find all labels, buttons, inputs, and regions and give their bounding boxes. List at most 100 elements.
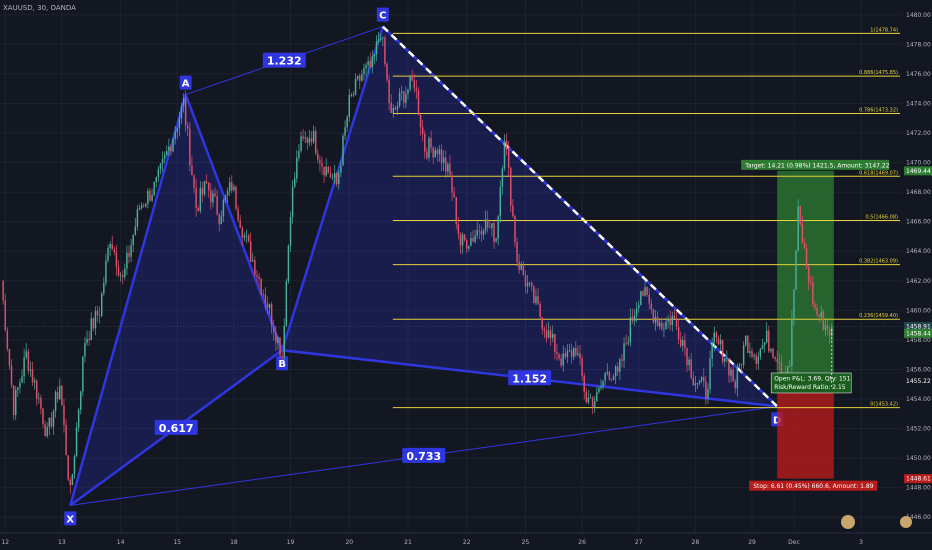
candle-body — [677, 326, 680, 340]
candle-body — [163, 154, 166, 159]
candle-body — [447, 163, 449, 172]
ratio-badge — [402, 447, 446, 463]
candle-body — [168, 146, 170, 152]
candle-body — [50, 417, 53, 427]
x-tick-label: 18 — [230, 539, 238, 546]
candle-body — [528, 282, 531, 284]
candle-body — [40, 397, 42, 409]
candle-body — [369, 60, 371, 68]
candle-body — [319, 159, 321, 164]
candle-body — [600, 386, 602, 389]
candle-body — [572, 347, 575, 357]
candle-body — [159, 163, 162, 169]
candle-body — [300, 136, 302, 152]
candle-body — [193, 175, 195, 188]
candle-body — [799, 206, 801, 224]
candle-body — [826, 325, 829, 330]
candle-body — [734, 380, 736, 389]
candle-body — [14, 389, 17, 416]
candle-body — [314, 131, 317, 154]
candle-body — [90, 318, 92, 341]
candle-body — [692, 377, 695, 386]
candle-body — [505, 140, 508, 150]
candle-body — [715, 332, 718, 338]
candle-body — [348, 95, 350, 118]
y-axis[interactable]: 1446.00 1448.00 1450.00 1452.00 1454.00 1456.… — [904, 0, 932, 532]
candle-body — [566, 351, 569, 358]
candle-body — [335, 173, 338, 185]
candle-body — [86, 338, 88, 343]
y-tick-label: 1458.00 — [906, 337, 931, 344]
candle-body — [121, 275, 124, 278]
candle-body — [778, 361, 781, 364]
y-tick-label: 1454.00 — [906, 396, 931, 403]
candle-body — [591, 397, 594, 407]
candle-body — [707, 388, 709, 399]
candle-body — [455, 197, 457, 224]
ratio-label: 1.232 — [267, 55, 302, 68]
y-tick-label: 1478.00 — [906, 41, 931, 48]
candle-body — [549, 330, 552, 339]
candle-body — [291, 186, 294, 218]
candle-body — [614, 366, 617, 377]
candle-body — [293, 178, 296, 187]
candle-body — [619, 359, 621, 372]
candle-body — [533, 286, 535, 303]
candle-body — [610, 379, 613, 381]
candle-body — [564, 353, 567, 358]
candle-body — [744, 335, 747, 345]
candle-body — [220, 216, 223, 225]
candle-body — [25, 351, 27, 358]
ratio-label: 0.733 — [406, 450, 441, 463]
candle-body — [524, 275, 527, 287]
point-label-x: X — [66, 514, 74, 525]
candle-body — [325, 166, 327, 176]
candle-body — [400, 91, 403, 93]
candle-body — [696, 383, 699, 384]
candle-body — [451, 175, 453, 193]
candle-body — [205, 181, 208, 183]
candle-body — [753, 355, 755, 357]
candle-body — [810, 282, 812, 284]
position-tool: Target: 14.21 (0.98%) 1421.5, Amount: 31… — [741, 159, 890, 491]
candle-body — [233, 186, 235, 191]
emoji-icon[interactable] — [900, 516, 912, 528]
candle-body — [363, 68, 365, 74]
candle-body — [333, 173, 336, 178]
y-tick-label: 1468.00 — [906, 189, 931, 196]
candle-body — [65, 424, 67, 456]
candle-body — [633, 315, 636, 321]
candle-body — [688, 359, 690, 365]
candle-body — [317, 153, 319, 160]
candle-body — [686, 348, 688, 365]
smiley-icon[interactable] — [841, 515, 855, 529]
candle-body — [149, 190, 151, 201]
y-tick-label: 1448.00 — [906, 485, 931, 492]
candle-body — [275, 332, 277, 343]
candle-body — [266, 303, 269, 309]
candle-body — [713, 332, 715, 343]
candle-body — [679, 339, 682, 346]
ratio-label: 0.617 — [159, 422, 194, 435]
candle-body — [751, 351, 753, 357]
x-axis[interactable]: 12 13 14 15 18 19 20 21 22 25 26 27 28 29 Dec 3 — [0, 532, 932, 546]
candle-body — [17, 387, 19, 390]
fib-label: 0.236(1459.40) — [859, 313, 898, 319]
y-tick-label: 1480.00 — [906, 12, 931, 19]
candle-body — [531, 282, 533, 287]
candle-body — [434, 150, 437, 158]
candle-body — [73, 456, 76, 475]
candle-body — [627, 342, 629, 344]
candle-body — [306, 137, 309, 143]
candle-body — [344, 127, 346, 136]
candle-body — [409, 76, 411, 90]
y-tick-label: 1456.00 — [906, 366, 931, 373]
candle-body — [407, 89, 409, 94]
fib-label: 0(1453.42) — [870, 402, 898, 408]
candle-body — [199, 187, 202, 211]
pattern-fill-xab — [70, 94, 283, 506]
candle-body — [684, 340, 686, 349]
candle-body — [780, 363, 783, 373]
candle-body — [222, 200, 225, 217]
